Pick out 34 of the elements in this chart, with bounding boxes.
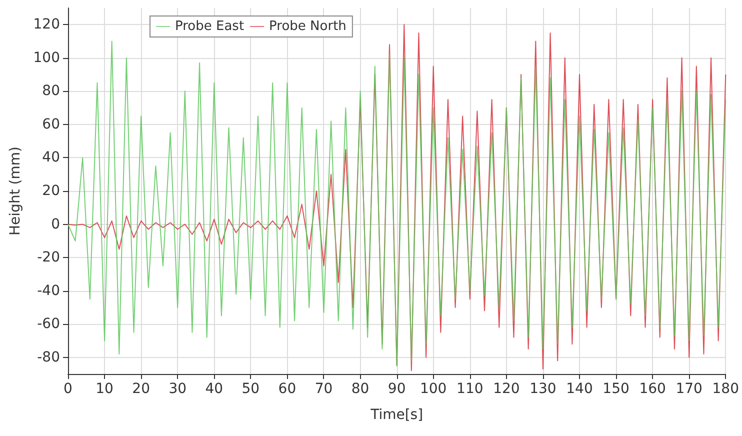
y-axis-title: Height (mm) (7, 146, 24, 236)
x-tick-label: 170 (676, 381, 702, 397)
x-tick-label: 10 (96, 381, 114, 397)
y-tick-label: 120 (33, 16, 60, 33)
y-tick-label: 100 (33, 50, 60, 66)
y-tick-label: 20 (42, 183, 60, 199)
x-tick-label: 20 (132, 381, 150, 397)
x-tick-label: 130 (530, 381, 556, 397)
legend-label: Probe North (269, 19, 346, 34)
y-tick-label: -60 (37, 316, 60, 332)
x-tick-label: 160 (639, 381, 666, 397)
y-tick-label: 80 (42, 83, 60, 100)
x-tick-label: 110 (456, 381, 484, 397)
x-tick-label: 100 (420, 381, 447, 397)
legend-label: Probe East (175, 19, 244, 34)
y-tick-label: 60 (42, 116, 60, 132)
x-tick-label: 80 (351, 381, 370, 397)
y-tick-label: 0 (51, 216, 60, 232)
x-tick-label: 70 (314, 381, 333, 397)
x-tick-label: 90 (388, 381, 406, 397)
x-tick-label: 150 (602, 381, 630, 397)
x-tick-label: 50 (242, 381, 260, 397)
x-tick-label: 120 (493, 381, 520, 397)
y-tick-label: -20 (37, 250, 60, 266)
x-tick-label: 180 (712, 381, 740, 397)
x-axis-title: Time[s] (370, 407, 424, 423)
y-tick-label: -80 (37, 349, 60, 366)
y-tick-label: -40 (37, 282, 60, 299)
x-tick-label: 60 (278, 381, 296, 397)
y-tick-label: 40 (42, 150, 60, 166)
x-tick-label: 0 (64, 381, 72, 397)
x-tick-label: 140 (566, 381, 593, 397)
x-tick-label: 30 (168, 381, 187, 397)
x-tick-label: 40 (205, 381, 224, 397)
